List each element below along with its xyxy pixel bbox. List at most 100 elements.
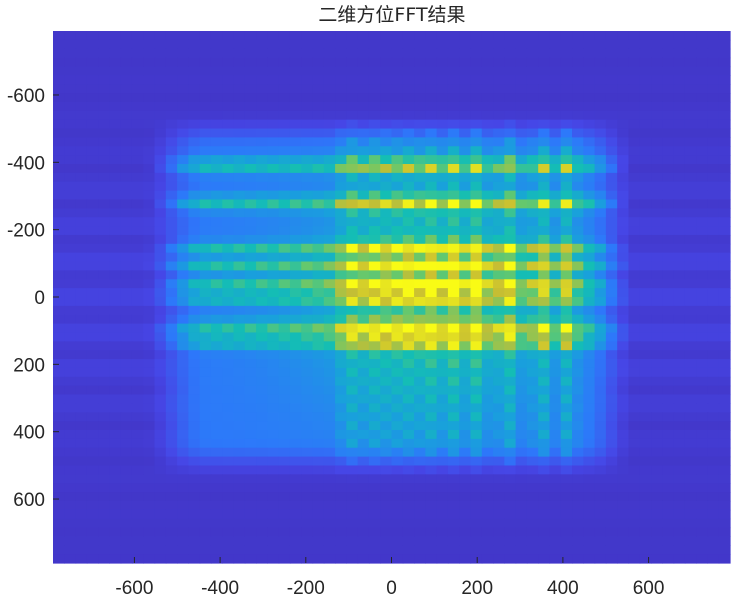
heatmap-cell [222, 48, 235, 59]
heatmap-cell [504, 39, 517, 50]
heatmap-cell [684, 119, 697, 130]
heatmap-cell [436, 536, 449, 546]
heatmap-cell [718, 217, 731, 227]
heatmap-cell [651, 110, 663, 121]
heatmap-cell [98, 341, 111, 351]
heatmap-cell [718, 438, 731, 449]
heatmap-cell [323, 376, 336, 387]
heatmap-cell [651, 39, 663, 50]
heatmap-cell [301, 412, 314, 422]
heatmap-cell [177, 119, 189, 130]
heatmap-cell [165, 252, 178, 263]
heatmap-cell [425, 456, 438, 467]
heatmap-cell [617, 243, 630, 254]
heatmap-cell [188, 385, 201, 396]
heatmap-cell [572, 252, 584, 263]
heatmap-cell [188, 545, 201, 555]
heatmap-cell [526, 536, 539, 546]
heatmap-cell [165, 217, 178, 227]
heatmap-cell [199, 492, 212, 502]
heatmap-cell [662, 465, 675, 475]
heatmap-cell [572, 474, 584, 484]
heatmap-cell [673, 421, 686, 431]
heatmap-cell [267, 447, 280, 458]
heatmap-cell [425, 483, 438, 493]
heatmap-cell [368, 430, 381, 440]
heatmap-cell [639, 376, 652, 387]
heatmap-cell [504, 394, 517, 404]
heatmap-cell [64, 190, 77, 201]
heatmap-cell [605, 465, 618, 475]
heatmap-cell [628, 483, 641, 493]
heatmap-cell [53, 48, 65, 59]
heatmap-cell [154, 261, 167, 271]
heatmap-cell [560, 314, 573, 325]
heatmap-cell [470, 190, 483, 201]
heatmap-cell [391, 190, 404, 201]
heatmap-cell [560, 243, 573, 254]
heatmap-cell [436, 172, 449, 183]
heatmap-cell [335, 297, 347, 307]
heatmap-cell [75, 465, 88, 475]
heatmap-cell [436, 101, 449, 112]
heatmap-cell [165, 403, 178, 413]
heatmap-cell [684, 57, 697, 68]
heatmap-cell [718, 66, 731, 76]
heatmap-cell [436, 456, 449, 467]
heatmap-cell [109, 297, 122, 307]
heatmap-cell [109, 128, 122, 138]
heatmap-cell [402, 367, 415, 378]
heatmap-cell [75, 199, 88, 209]
heatmap-cell [143, 279, 156, 289]
heatmap-cell [335, 545, 347, 555]
heatmap-cell [380, 155, 393, 165]
heatmap-cell [289, 332, 302, 342]
heatmap-cell [312, 226, 325, 236]
heatmap-cell [143, 314, 156, 325]
heatmap-cell [447, 119, 460, 130]
heatmap-cell [210, 234, 223, 245]
heatmap-cell [312, 93, 325, 103]
heatmap-cell [718, 421, 731, 431]
heatmap-cell [526, 128, 539, 138]
heatmap-cell [470, 155, 483, 165]
heatmap-cell [628, 492, 641, 502]
heatmap-cell [64, 172, 77, 183]
heatmap-cell [53, 536, 65, 546]
heatmap-cell [120, 39, 133, 50]
heatmap-cell [639, 146, 652, 156]
heatmap-cell [120, 75, 133, 85]
heatmap-cell [572, 270, 584, 280]
heatmap-cell [447, 172, 460, 183]
heatmap-cell [673, 75, 686, 85]
heatmap-cell [301, 252, 314, 263]
heatmap-cell [560, 261, 573, 271]
heatmap-cell [244, 243, 257, 254]
heatmap-cell [538, 252, 551, 263]
heatmap-cell [447, 208, 460, 218]
heatmap-cell [459, 75, 472, 85]
heatmap-cell [639, 84, 652, 94]
heatmap-cell [222, 279, 235, 289]
heatmap-cell [414, 288, 426, 298]
heatmap-cell [210, 110, 223, 121]
heatmap-cell [696, 332, 709, 342]
heatmap-cell [447, 438, 460, 449]
heatmap-cell [583, 128, 596, 138]
heatmap-cell [402, 332, 415, 342]
heatmap-cell [391, 217, 404, 227]
heatmap-cell [628, 146, 641, 156]
heatmap-cell [109, 554, 122, 564]
heatmap-cell [718, 226, 731, 236]
heatmap-cell [278, 226, 291, 236]
heatmap-cell [696, 350, 709, 360]
heatmap-cell [447, 500, 460, 511]
heatmap-cell [718, 208, 731, 218]
heatmap-cell [244, 48, 257, 59]
heatmap-cell [391, 332, 404, 342]
heatmap-cell [199, 110, 212, 121]
heatmap-cell [131, 492, 144, 502]
heatmap-cell [380, 412, 393, 422]
heatmap-cell [131, 217, 144, 227]
heatmap-cell [538, 57, 551, 68]
